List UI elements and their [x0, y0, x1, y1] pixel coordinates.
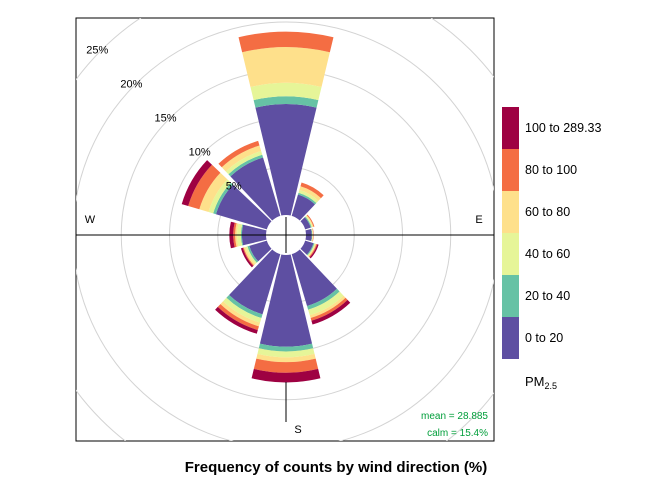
- rose-segment-180-bin3: [256, 353, 316, 363]
- rose-segment-330-bin3: [221, 145, 262, 172]
- legend-title: PM2.5: [525, 374, 557, 391]
- rose-segment-90-bin3: [312, 228, 314, 242]
- rose-segment-330-bin4: [218, 140, 260, 168]
- rose-segment-120-bin4: [308, 243, 318, 258]
- legend-label: 60 to 80: [525, 205, 570, 219]
- radial-tick-label: 5%: [226, 181, 242, 193]
- legend-swatch: [502, 317, 519, 359]
- rose-segment-300-bin5: [181, 160, 212, 207]
- rose-segment-60-bin3: [306, 215, 314, 228]
- rose-segment-240-bin0: [249, 240, 272, 262]
- legend-swatch: [502, 107, 519, 149]
- rose-segment-30-bin3: [299, 186, 322, 201]
- legend-swatch: [502, 233, 519, 275]
- rose-segment-300-bin3: [199, 172, 228, 213]
- chart-title: Frequency of counts by wind direction (%…: [185, 459, 488, 476]
- legend-label: 20 to 40: [525, 289, 570, 303]
- rose-segment-300-bin1: [213, 182, 233, 215]
- rose-segment-300-bin2: [208, 179, 231, 214]
- rose-segment-150-bin0: [291, 249, 337, 306]
- rose-segment-150-bin1: [307, 288, 340, 310]
- rose-segment-210-bin3: [220, 301, 261, 327]
- rose-segment-0-bin2: [250, 82, 322, 101]
- rose-segment-150-bin4: [310, 297, 348, 321]
- rose-segment-0-bin0: [255, 104, 317, 216]
- rose-segment-120-bin0: [300, 240, 314, 255]
- rose-segment-330-bin0: [230, 157, 281, 221]
- rose-segment-0-bin1: [253, 96, 319, 108]
- rose-segment-210-bin0: [229, 249, 281, 315]
- legend-label: 0 to 20: [525, 331, 563, 345]
- rose-segment-30-bin1: [297, 192, 317, 205]
- rose-segment-150-bin2: [308, 291, 344, 316]
- rose-segment-210-bin5: [215, 306, 258, 334]
- legend-swatch: [502, 275, 519, 317]
- rose-segment-150-bin5: [311, 299, 351, 325]
- panel-border: [75, 17, 495, 442]
- rose-segment-240-bin2: [245, 246, 257, 265]
- legend-swatch: [502, 149, 519, 191]
- rose-segment-180-bin4: [253, 358, 319, 373]
- rose-segment-90-bin1: [311, 228, 313, 242]
- compass-e: E: [475, 214, 482, 226]
- rose-segment-90-bin4: [312, 228, 314, 242]
- rose-segment-180-bin2: [257, 348, 315, 358]
- rose-segment-120-bin2: [307, 243, 316, 257]
- radial-tick-label: 10%: [189, 147, 211, 159]
- rose-segment-270-bin1: [240, 224, 244, 246]
- legend-label: 100 to 289.33: [525, 121, 602, 135]
- rose-segment-30-bin0: [291, 194, 316, 221]
- grid-circle: [76, 21, 494, 441]
- rose-segment-30-bin4: [300, 182, 324, 199]
- rose-segment-240-bin3: [243, 246, 256, 266]
- legend-label: 80 to 100: [525, 163, 577, 177]
- rose-segment-180-bin1: [258, 343, 314, 352]
- rose-segment-60-bin4: [306, 214, 315, 227]
- radial-tick-label: 20%: [120, 78, 142, 90]
- compass-w: W: [85, 214, 96, 226]
- mean-annotation: mean = 28.885: [421, 411, 488, 422]
- rose-segment-30-bin2: [298, 189, 319, 203]
- rose-segment-240-bin5: [240, 247, 254, 268]
- rose-segment-0-bin3: [242, 47, 330, 88]
- rose-segment-210-bin2: [223, 297, 262, 323]
- rose-segment-210-bin4: [217, 304, 259, 331]
- legend-label: 40 to 60: [525, 247, 570, 261]
- rose-segment-240-bin4: [242, 247, 254, 267]
- rose-segment-150-bin3: [309, 295, 346, 319]
- rose-segment-300-bin0: [215, 184, 272, 230]
- rose-segment-120-bin5: [309, 244, 319, 259]
- compass-s: S: [294, 424, 301, 436]
- rose-segment-120-bin1: [306, 243, 315, 256]
- rose-segment-60-bin1: [304, 216, 312, 228]
- rose-segment-330-bin1: [228, 154, 264, 177]
- rose-segment-180-bin5: [251, 368, 321, 383]
- rose-segment-90-bin2: [311, 228, 313, 242]
- rose-segment-60-bin2: [305, 215, 313, 228]
- rose-segment-210-bin1: [226, 295, 263, 319]
- radial-tick-label: 15%: [155, 113, 177, 125]
- rose-segment-330-bin2: [225, 151, 263, 175]
- rose-segment-120-bin3: [308, 243, 317, 257]
- rose-segment-240-bin1: [247, 245, 259, 263]
- rose-segment-0-bin4: [238, 31, 334, 53]
- rose-segment-60-bin0: [300, 217, 311, 230]
- rose-segment-180-bin0: [259, 254, 313, 347]
- calm-annotation: calm = 15.4%: [427, 428, 488, 439]
- rose-segment-300-bin4: [188, 164, 221, 210]
- radial-tick-label: 25%: [86, 44, 108, 56]
- legend-swatch: [502, 191, 519, 233]
